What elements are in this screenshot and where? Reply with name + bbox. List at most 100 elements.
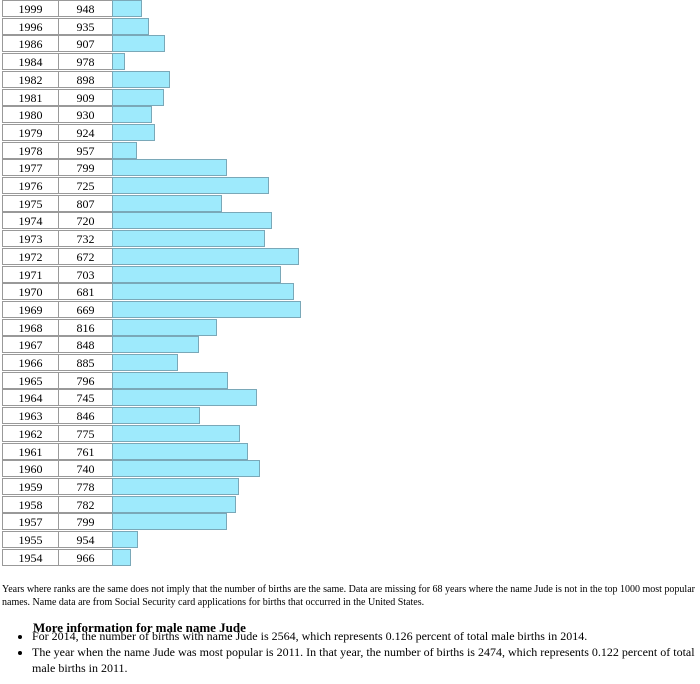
rank-cell: 924 <box>58 123 113 141</box>
year-cell: 1969 <box>2 300 59 318</box>
rank-bar <box>112 442 249 460</box>
year-cell: 1979 <box>2 123 59 141</box>
rank-cell: 909 <box>58 88 113 106</box>
rank-bar <box>112 371 229 389</box>
rank-cell: 778 <box>58 477 113 495</box>
year-cell: 1970 <box>2 283 59 301</box>
year-cell: 1963 <box>2 407 59 425</box>
rank-cell: 799 <box>58 159 113 177</box>
year-cell: 1960 <box>2 460 59 478</box>
year-cell: 1977 <box>2 159 59 177</box>
rank-cell: 761 <box>58 442 113 460</box>
year-cell: 1968 <box>2 318 59 336</box>
rank-bar <box>112 159 227 177</box>
rank-bar <box>112 318 217 336</box>
rank-bar <box>112 460 261 478</box>
info-title: More information for male name Jude <box>33 620 246 635</box>
rank-cell: 672 <box>58 247 113 265</box>
year-cell: 1954 <box>2 548 59 566</box>
rank-bar <box>112 354 178 371</box>
rank-cell: 816 <box>58 318 113 336</box>
rank-cell: 935 <box>58 17 113 35</box>
year-cell: 1962 <box>2 424 59 442</box>
rank-cell: 954 <box>58 531 113 548</box>
year-cell: 1973 <box>2 230 59 248</box>
year-cell: 1967 <box>2 336 59 354</box>
rank-bar <box>112 17 150 35</box>
year-cell: 1958 <box>2 495 59 513</box>
rank-cell: 703 <box>58 265 113 283</box>
rank-cell: 720 <box>58 212 113 230</box>
rank-bar <box>112 35 165 53</box>
rank-cell: 669 <box>58 300 113 318</box>
year-cell: 1996 <box>2 17 59 35</box>
rank-bar <box>112 300 301 318</box>
rank-bar <box>112 247 299 265</box>
rank-cell: 907 <box>58 35 113 53</box>
rank-bar <box>112 141 137 159</box>
info-item: The year when the name Jude was most pop… <box>32 644 700 676</box>
rank-bar <box>112 495 237 513</box>
rank-bar <box>112 265 282 283</box>
rank-bar <box>112 88 164 106</box>
rank-cell: 740 <box>58 460 113 478</box>
rank-bar <box>112 194 222 212</box>
rank-bar <box>112 177 269 194</box>
year-cell: 1965 <box>2 371 59 389</box>
rank-cell: 885 <box>58 354 113 371</box>
rank-cell: 848 <box>58 336 113 354</box>
rank-bar <box>112 123 156 141</box>
rank-bar <box>112 336 199 354</box>
rank-cell: 948 <box>58 0 113 17</box>
year-cell: 1957 <box>2 513 59 531</box>
year-cell: 1974 <box>2 212 59 230</box>
rank-bar <box>112 548 132 566</box>
year-cell: 1961 <box>2 442 59 460</box>
rank-cell: 745 <box>58 389 113 407</box>
note: Years where ranks are the same does not … <box>2 584 695 608</box>
year-cell: 1986 <box>2 35 59 53</box>
rank-cell: 775 <box>58 424 113 442</box>
year-cell: 1978 <box>2 141 59 159</box>
rank-bar <box>112 212 272 230</box>
year-cell: 1981 <box>2 88 59 106</box>
rank-bar <box>112 283 294 301</box>
rank-cell: 782 <box>58 495 113 513</box>
rank-cell: 681 <box>58 283 113 301</box>
rank-cell: 725 <box>58 177 113 194</box>
rank-bar <box>112 0 142 17</box>
rank-bar <box>112 513 227 531</box>
year-cell: 1984 <box>2 53 59 71</box>
rank-cell: 898 <box>58 70 113 88</box>
info-list: For 2014, the number of births with name… <box>14 628 700 676</box>
year-cell: 1972 <box>2 247 59 265</box>
rank-cell: 807 <box>58 194 113 212</box>
rank-bar <box>112 53 125 71</box>
year-cell: 1971 <box>2 265 59 283</box>
rank-cell: 846 <box>58 407 113 425</box>
rank-cell: 796 <box>58 371 113 389</box>
rank-cell: 732 <box>58 230 113 248</box>
rank-bar <box>112 477 239 495</box>
rank-bar <box>112 531 139 548</box>
rank-bar <box>112 407 200 425</box>
info-item: For 2014, the number of births with name… <box>32 628 700 644</box>
rank-bar <box>112 230 265 248</box>
year-cell: 1959 <box>2 477 59 495</box>
year-cell: 1982 <box>2 70 59 88</box>
rank-cell: 957 <box>58 141 113 159</box>
year-cell: 1980 <box>2 106 59 124</box>
rank-bar <box>112 424 241 442</box>
rank-cell: 978 <box>58 53 113 71</box>
rank-cell: 930 <box>58 106 113 124</box>
year-cell: 1976 <box>2 177 59 194</box>
rank-bar <box>112 70 171 88</box>
year-cell: 1964 <box>2 389 59 407</box>
year-cell: 1999 <box>2 0 59 17</box>
rank-bar <box>112 389 258 407</box>
rank-cell: 799 <box>58 513 113 531</box>
year-cell: 1975 <box>2 194 59 212</box>
year-cell: 1955 <box>2 531 59 548</box>
rank-bar <box>112 106 152 124</box>
